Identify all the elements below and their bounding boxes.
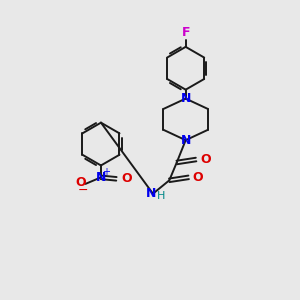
Text: +: + [102, 167, 110, 177]
Text: H: H [157, 191, 166, 201]
Text: O: O [193, 171, 203, 184]
Text: N: N [181, 134, 191, 147]
Text: O: O [200, 153, 211, 166]
Text: N: N [181, 92, 191, 105]
Text: O: O [75, 176, 86, 189]
Text: N: N [96, 171, 106, 184]
Text: −: − [78, 184, 88, 197]
Text: F: F [182, 26, 190, 39]
Text: O: O [121, 172, 132, 185]
Text: N: N [146, 187, 157, 200]
